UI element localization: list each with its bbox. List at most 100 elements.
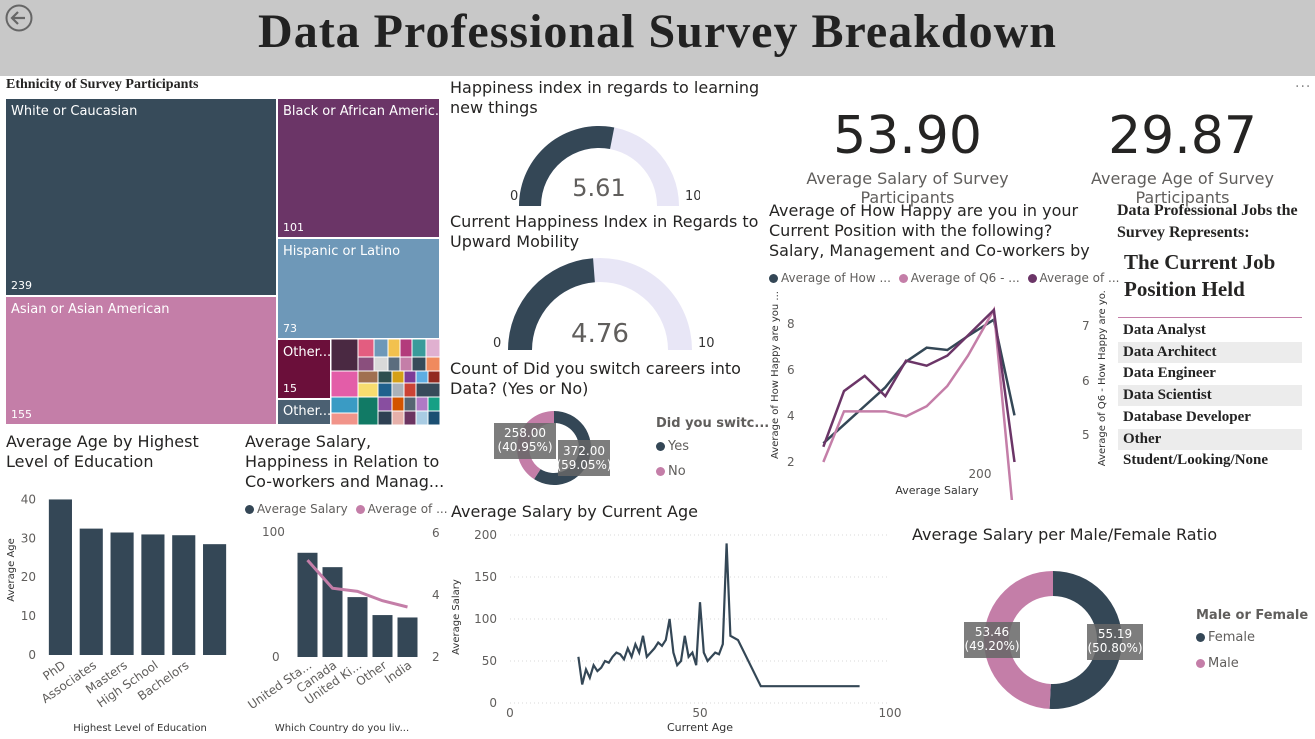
treemap-title: Ethnicity of Survey Participants <box>6 77 199 92</box>
country-ytick: 0 <box>272 650 280 664</box>
edu-xlabel: Highest Level of Education <box>73 723 207 734</box>
edu-bar-chart[interactable]: Average Age Highest Level of Education 0… <box>0 470 240 739</box>
happy-xlabel: Average Salary <box>895 484 979 497</box>
treemap-cell-white[interactable]: White or Caucasian 239 <box>5 98 277 296</box>
careers-donut[interactable]: 258.00 (40.95%) 372.00 (59.05%) <box>490 405 620 490</box>
job-item[interactable]: Data Analyst <box>1118 320 1302 341</box>
age-xtick: 50 <box>692 706 707 720</box>
treemap-small-cells[interactable] <box>331 339 440 425</box>
age-line-chart[interactable]: Average Salary Current Age 0 50 100 150 200 0… <box>445 525 915 739</box>
careers-legend-no[interactable]: No <box>656 464 686 479</box>
edu-bar[interactable] <box>48 499 72 655</box>
legend-dot <box>245 505 254 514</box>
gender-female-pct: (50.80%) <box>1087 641 1142 655</box>
job-item[interactable]: Other <box>1118 428 1302 450</box>
country-chart-title: Average Salary, Happiness in Relation to… <box>245 432 445 491</box>
gender-female-value: 55.19 <box>1098 627 1132 641</box>
country-bar[interactable] <box>397 617 418 657</box>
country-bar[interactable] <box>347 597 368 657</box>
gauge2-fill <box>508 258 595 350</box>
header-bar <box>0 0 1315 76</box>
gender-male-pct: (49.20%) <box>964 639 1019 653</box>
legend-dot <box>355 505 365 514</box>
age-ytick: 100 <box>474 612 497 626</box>
happy-series-line[interactable] <box>822 305 1014 500</box>
ethnicity-treemap[interactable]: White or Caucasian 239 Black or African … <box>5 98 440 425</box>
careers-no-label-bg <box>494 423 556 459</box>
treemap-cell-black[interactable]: Black or African Americ... 101 <box>277 98 440 238</box>
treemap-value: 101 <box>283 221 304 234</box>
more-options-icon[interactable]: ··· <box>1295 79 1312 95</box>
job-item[interactable]: Data Engineer <box>1118 363 1302 385</box>
country-combo-chart[interactable]: Which Country do you liv... 100 0 6 4 2 … <box>240 520 445 739</box>
legend-label: No <box>668 464 686 479</box>
age-ytick: 50 <box>482 654 497 668</box>
kpi-age-value: 29.87 <box>1108 106 1257 166</box>
edu-bar[interactable] <box>203 544 227 655</box>
legend-dot <box>1027 274 1037 283</box>
job-item[interactable]: Data Scientist <box>1118 385 1302 407</box>
job-item[interactable]: Database Developer <box>1118 406 1302 428</box>
treemap-label: White or Caucasian <box>11 104 138 119</box>
country-xtick: India <box>382 658 414 686</box>
legend-label: Male <box>1208 656 1239 671</box>
country-bar[interactable] <box>297 552 318 657</box>
country-chart-legend[interactable]: Average Salary Average of ... <box>245 502 448 516</box>
happy-line-chart[interactable]: Average of How Happy are you ... Average… <box>765 290 1110 500</box>
happy-series-line[interactable] <box>822 307 1016 463</box>
gauge1-max: 10 <box>685 189 700 204</box>
gender-legend-title: Male or Female <box>1196 608 1309 623</box>
careers-yes-value: 372.00 <box>563 444 605 458</box>
age-xlabel: Current Age <box>667 721 733 734</box>
happy-series-line[interactable] <box>822 317 1016 445</box>
country-ytick: 100 <box>262 525 285 539</box>
age-chart-title: Average Salary by Current Age <box>451 502 698 521</box>
age-xtick: 100 <box>879 706 902 720</box>
edu-bar[interactable] <box>172 535 196 655</box>
treemap-cell-hispanic[interactable]: Hispanic or Latino 73 <box>277 238 440 339</box>
treemap-cell-other-2[interactable]: Other... <box>277 399 331 425</box>
careers-legend-yes[interactable]: Yes <box>656 439 689 454</box>
gender-male-label-bg <box>964 622 1020 658</box>
treemap-cell-asian[interactable]: Asian or Asian American 155 <box>5 296 277 425</box>
happy-ylabel-right: Average of Q6 - How Happy are yo... <box>1097 290 1108 466</box>
happy-ytick: 8 <box>787 317 795 331</box>
treemap-label: Other... <box>283 404 332 419</box>
edu-ytick: 0 <box>28 648 36 662</box>
country-bar[interactable] <box>372 615 393 657</box>
treemap-value: 155 <box>11 408 32 421</box>
gender-donut[interactable]: 53.46 (49.20%) 55.19 (50.80%) <box>960 560 1150 720</box>
happy-xtick: 200 <box>969 467 992 481</box>
careers-legend-title: Did you switc... <box>656 416 770 431</box>
legend-dot <box>656 442 665 451</box>
happy-ytick-right: 5 <box>1082 428 1090 442</box>
happy-chart-legend[interactable]: Average of How ... Average of Q6 - ... A… <box>769 271 1119 285</box>
gender-legend-female[interactable]: Female <box>1196 630 1255 645</box>
gauge1-learning[interactable]: 0 10 5.61 <box>490 118 700 208</box>
careers-no-value: 258.00 <box>504 426 546 440</box>
edu-chart-title: Average Age by Highest Level of Educatio… <box>6 432 199 471</box>
legend-label: Female <box>1208 630 1256 645</box>
treemap-label: Asian or Asian American <box>11 302 170 317</box>
age-salary-line[interactable] <box>577 543 860 688</box>
job-item[interactable]: Data Architect <box>1118 341 1302 363</box>
treemap-value: 15 <box>283 382 297 395</box>
treemap-value: 239 <box>11 279 32 292</box>
careers-yes-label-bg <box>558 440 610 476</box>
donut-slice-male[interactable] <box>983 571 1053 709</box>
edu-bar[interactable] <box>110 532 134 656</box>
age-ytick: 150 <box>474 570 497 584</box>
treemap-cell-other[interactable]: Other... 15 <box>277 339 331 399</box>
edu-bar[interactable] <box>79 528 103 655</box>
edu-bar[interactable] <box>141 534 165 655</box>
donut-slice-female[interactable] <box>1049 571 1122 709</box>
gender-legend-male[interactable]: Male <box>1196 656 1239 671</box>
careers-no-pct: (40.95%) <box>497 440 552 454</box>
legend-dot <box>769 274 778 283</box>
gauge2-min: 0 <box>493 336 501 351</box>
gauge2-mobility[interactable]: 0 10 4.76 <box>485 252 720 352</box>
legend-label: Average Salary <box>257 502 348 516</box>
country-happiness-line[interactable] <box>306 559 408 609</box>
back-arrow-icon[interactable] <box>5 4 33 32</box>
job-item[interactable]: Student/Looking/None <box>1118 450 1302 472</box>
